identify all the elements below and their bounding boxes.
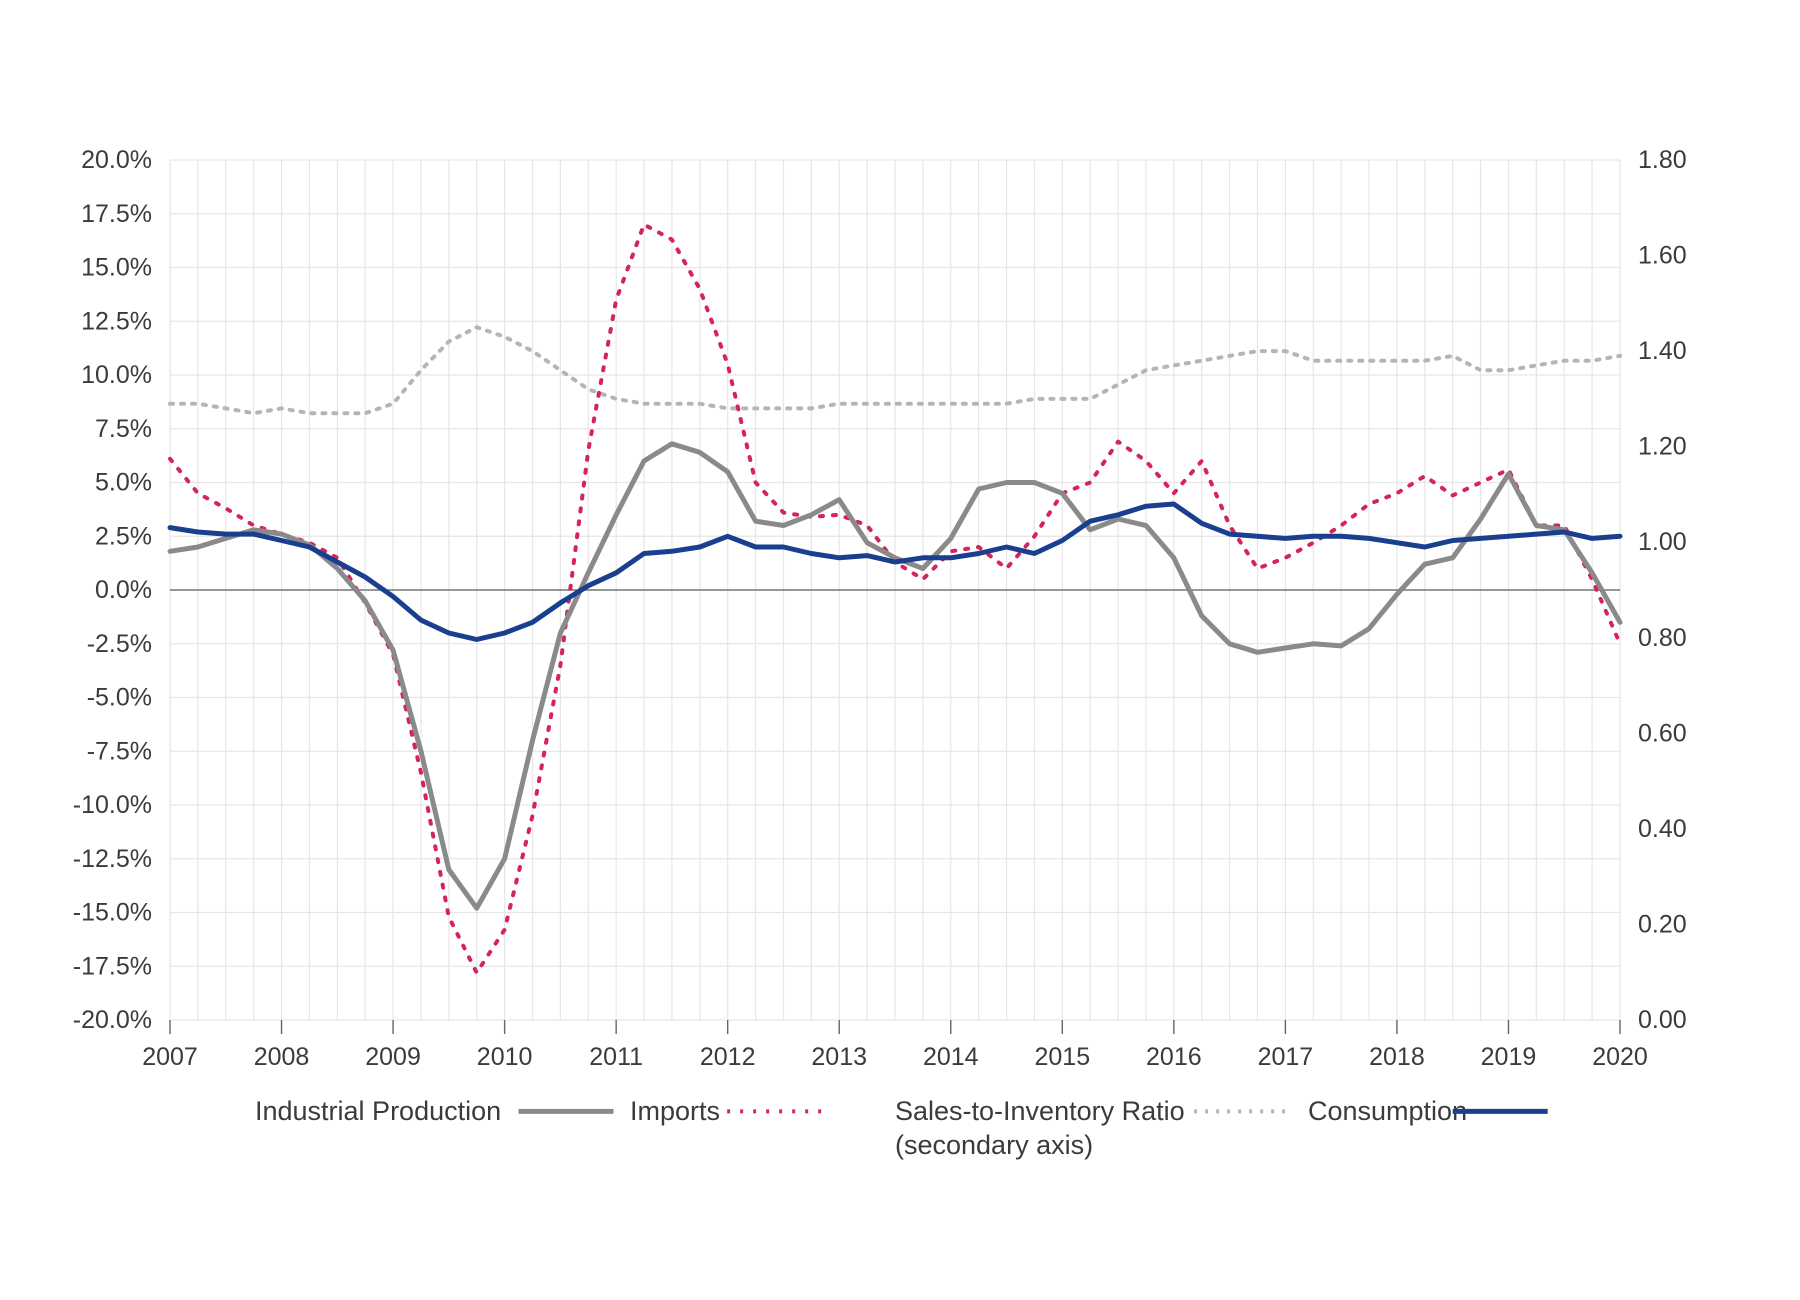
y-right-tick-label: 1.60: [1638, 242, 1687, 270]
legend-label-sales_to_inventory: Sales-to-Inventory Ratio: [895, 1096, 1185, 1126]
y-left-tick-label: -5.0%: [87, 684, 152, 712]
x-tick-label: 2014: [923, 1043, 979, 1071]
y-right-tick-label: 0.20: [1638, 910, 1687, 938]
y-left-tick-label: -17.5%: [73, 952, 152, 980]
x-tick-label: 2012: [700, 1043, 756, 1071]
legend-label-industrial_production: Industrial Production: [255, 1096, 501, 1126]
y-right-tick-label: 0.40: [1638, 815, 1687, 843]
x-tick-label: 2007: [142, 1043, 198, 1071]
chart-container: -20.0% -17.5% -15.0% -12.5% -10.0% -7.5% -5.0%…: [0, 0, 1800, 1300]
y-right-tick-label: 1.20: [1638, 433, 1687, 461]
x-tick-label: 2010: [477, 1043, 533, 1071]
y-left-tick-label: -7.5%: [87, 737, 152, 765]
y-right-tick-label: 1.00: [1638, 528, 1687, 556]
y-left-tick-label: 15.0%: [81, 254, 152, 282]
y-left-tick-label: -15.0%: [73, 899, 152, 927]
y-right-tick-label: 0.80: [1638, 624, 1687, 652]
x-tick-label: 2020: [1592, 1043, 1648, 1071]
y-left-tick-label: 2.5%: [95, 522, 152, 550]
legend-label-consumption: Consumption: [1308, 1096, 1467, 1126]
y-left-tick-label: 5.0%: [95, 469, 152, 497]
y-left-tick-label: 17.5%: [81, 200, 152, 228]
y-right-tick-label: 0.60: [1638, 719, 1687, 747]
x-tick-label: 2015: [1034, 1043, 1090, 1071]
y-left-tick-label: 12.5%: [81, 307, 152, 335]
x-tick-label: 2016: [1146, 1043, 1202, 1071]
x-tick-label: 2011: [589, 1043, 643, 1071]
x-tick-label: 2009: [365, 1043, 421, 1071]
x-tick-label: 2017: [1258, 1043, 1314, 1071]
y-left-tick-label: -20.0%: [73, 1006, 152, 1034]
y-left-tick-label: 20.0%: [81, 146, 152, 174]
y-left-tick-label: -2.5%: [87, 630, 152, 658]
y-right-tick-label: 1.40: [1638, 337, 1687, 365]
legend-label2-sales_to_inventory: (secondary axis): [895, 1130, 1093, 1160]
y-left-tick-label: -10.0%: [73, 791, 152, 819]
x-tick-label: 2018: [1369, 1043, 1425, 1071]
economic-indicators-chart: -20.0% -17.5% -15.0% -12.5% -10.0% -7.5% -5.0%…: [0, 0, 1800, 1300]
y-right-tick-label: 0.00: [1638, 1006, 1687, 1034]
x-tick-label: 2008: [254, 1043, 310, 1071]
y-left-tick-label: 0.0%: [95, 576, 152, 604]
y-left-tick-label: 10.0%: [81, 361, 152, 389]
y-left-tick-label: 7.5%: [95, 415, 152, 443]
x-tick-label: 2019: [1481, 1043, 1537, 1071]
x-tick-label: 2013: [811, 1043, 867, 1071]
y-right-tick-label: 1.80: [1638, 146, 1687, 174]
legend-label-imports: Imports: [630, 1096, 720, 1126]
y-left-tick-label: -12.5%: [73, 845, 152, 873]
